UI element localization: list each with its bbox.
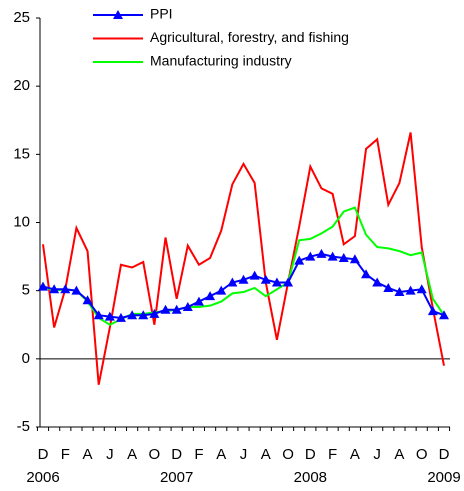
- marker: [405, 285, 416, 295]
- y-tick-label: 0: [22, 350, 30, 367]
- year-label: 2007: [160, 469, 193, 486]
- marker: [193, 296, 204, 306]
- marker: [327, 251, 338, 261]
- x-tick-label: J: [240, 446, 248, 463]
- marker: [149, 308, 160, 318]
- x-tick-label: A: [394, 446, 404, 463]
- marker: [338, 252, 349, 262]
- y-tick-label: 10: [13, 213, 30, 230]
- marker: [394, 287, 405, 297]
- marker: [238, 274, 249, 284]
- x-tick-label: F: [328, 446, 337, 463]
- marker: [205, 291, 216, 301]
- marker: [383, 282, 394, 292]
- legend-label: Manufacturing industry: [150, 53, 292, 69]
- year-label: 2008: [294, 469, 327, 486]
- x-tick-label: O: [416, 446, 428, 463]
- marker: [260, 274, 271, 284]
- marker: [294, 255, 305, 265]
- marker: [283, 277, 294, 287]
- x-tick-label: J: [373, 446, 381, 463]
- y-tick-label: -5: [17, 418, 30, 435]
- marker: [305, 251, 316, 261]
- marker: [115, 312, 126, 322]
- marker: [82, 295, 93, 305]
- marker: [361, 269, 372, 279]
- marker: [93, 310, 104, 320]
- marker: [138, 310, 149, 320]
- x-tick-label: A: [216, 446, 226, 463]
- marker: [160, 304, 171, 314]
- x-tick-label: D: [38, 446, 49, 463]
- marker: [227, 277, 238, 287]
- marker: [216, 285, 227, 295]
- x-tick-label: F: [194, 446, 203, 463]
- marker: [171, 304, 182, 314]
- x-tick-label: O: [149, 446, 161, 463]
- year-label: 2009: [427, 469, 460, 486]
- x-tick-label: D: [305, 446, 316, 463]
- legend-label: PPI: [150, 6, 173, 22]
- marker: [127, 310, 138, 320]
- marker: [439, 310, 449, 320]
- y-tick-label: 15: [13, 145, 30, 162]
- marker: [71, 285, 82, 295]
- series-line: [42, 252, 445, 319]
- marker: [60, 284, 71, 294]
- marker: [316, 248, 327, 258]
- marker: [427, 306, 438, 316]
- marker: [372, 277, 383, 287]
- marker: [38, 281, 48, 291]
- marker: [104, 311, 115, 321]
- x-tick-label: O: [282, 446, 294, 463]
- series-line: [42, 132, 445, 385]
- x-tick-label: D: [171, 446, 182, 463]
- marker: [349, 254, 360, 264]
- marker: [249, 270, 260, 280]
- x-tick-label: F: [61, 446, 70, 463]
- year-label: 2006: [26, 469, 59, 486]
- x-tick-label: A: [350, 446, 360, 463]
- y-tick-label: 25: [13, 9, 30, 26]
- legend-marker: [113, 10, 123, 19]
- marker: [416, 284, 427, 294]
- marker: [182, 302, 193, 312]
- marker: [271, 277, 282, 287]
- x-tick-label: A: [261, 446, 271, 463]
- marker: [49, 284, 60, 294]
- x-tick-label: D: [439, 446, 450, 463]
- y-tick-label: 5: [22, 282, 30, 299]
- y-tick-label: 20: [13, 77, 30, 94]
- x-tick-label: A: [83, 446, 93, 463]
- legend-label: Agricultural, forestry, and fishing: [150, 29, 349, 45]
- series-line: [42, 206, 445, 326]
- x-tick-label: J: [106, 446, 114, 463]
- x-tick-label: A: [127, 446, 137, 463]
